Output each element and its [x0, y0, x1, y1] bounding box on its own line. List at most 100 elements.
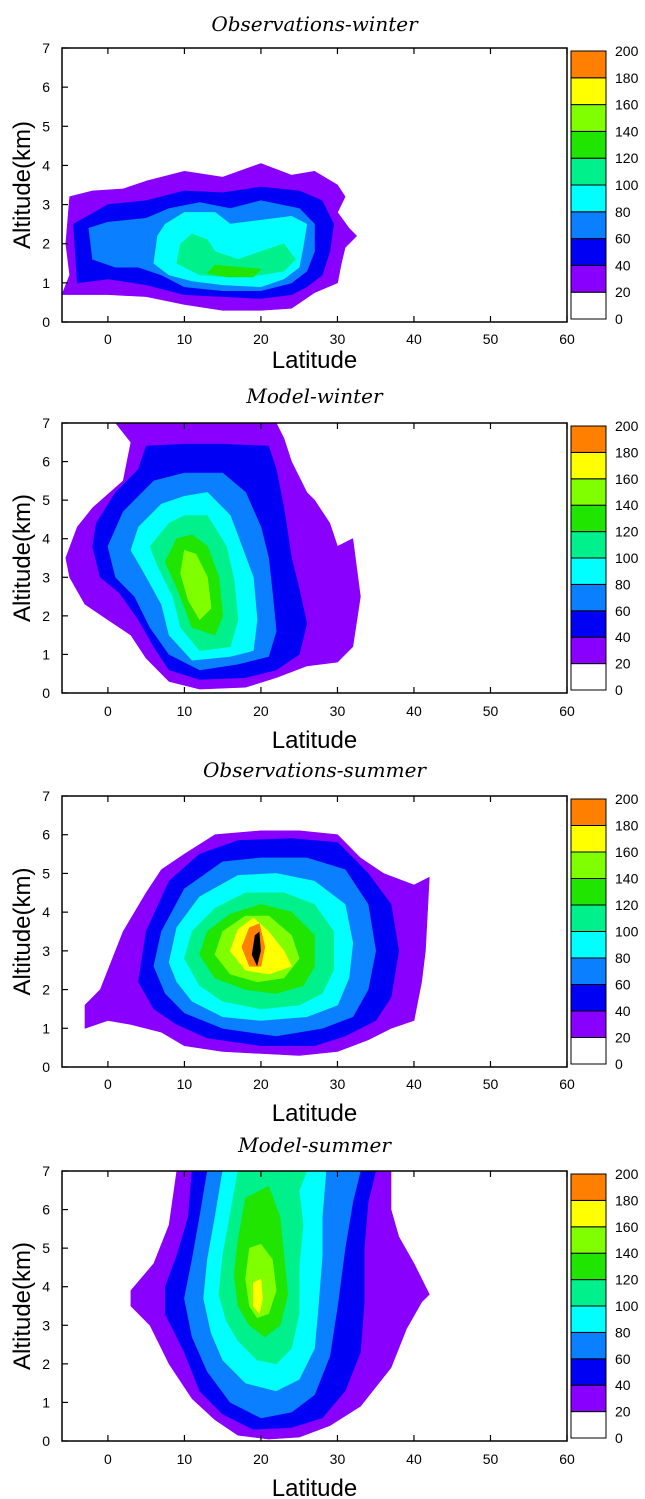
- x-tick-label: 50: [483, 703, 499, 719]
- x-tick-label: 40: [406, 1451, 422, 1467]
- colorbar-label: 120: [615, 897, 639, 913]
- x-tick-label: 0: [104, 703, 112, 719]
- colorbar-band: [570, 957, 607, 985]
- colorbar-label: 100: [615, 924, 639, 940]
- x-tick-label: 50: [483, 1076, 499, 1092]
- colorbar-label: 200: [615, 418, 639, 434]
- colorbar-band: [570, 825, 607, 853]
- colorbar-band: [570, 425, 607, 453]
- y-tick-label: 7: [42, 415, 50, 431]
- colorbar-label: 100: [615, 550, 639, 566]
- colorbar-label: 80: [615, 1324, 631, 1340]
- colorbar-band: [570, 104, 607, 132]
- colorbar-label: 80: [615, 576, 631, 592]
- colorbar-label: 100: [615, 1298, 639, 1314]
- colorbar-label: 120: [615, 524, 639, 540]
- x-axis-label: Latitude: [272, 347, 357, 374]
- colorbar-label: 160: [615, 471, 639, 487]
- x-tick-label: 60: [559, 331, 575, 347]
- colorbar-band: [570, 264, 607, 293]
- y-tick-label: 2: [42, 1356, 50, 1372]
- colorbar-band: [570, 904, 607, 932]
- y-tick-label: 1: [42, 646, 50, 662]
- x-tick-label: 20: [253, 1076, 269, 1092]
- y-tick-label: 7: [42, 40, 50, 56]
- colorbar-label: 60: [615, 977, 631, 993]
- colorbar-label: 180: [615, 444, 639, 460]
- colorbar-band: [570, 798, 607, 826]
- colorbar-label: 200: [615, 1166, 639, 1182]
- panel-model-summer: Model-summer 0 10 20 30 40 50 60 0 1 2 3 4 5 6 7 Latitud…: [9, 1133, 639, 1499]
- chart-title: Observations-winter: [211, 12, 419, 36]
- chart-title: Model-winter: [245, 384, 384, 408]
- y-tick-label: 1: [42, 1394, 50, 1410]
- colorbar-label: 60: [615, 231, 631, 247]
- y-tick-label: 7: [42, 1163, 50, 1179]
- colorbar-label: 160: [615, 844, 639, 860]
- x-tick-label: 30: [330, 331, 346, 347]
- x-tick-label: 10: [177, 1076, 193, 1092]
- colorbar-label: 80: [615, 950, 631, 966]
- y-tick-label: 5: [42, 492, 50, 508]
- colorbar-band: [570, 931, 607, 959]
- colorbar-band: [570, 504, 607, 533]
- colorbar-label: 180: [615, 1192, 639, 1208]
- x-tick-label: 30: [330, 1451, 346, 1467]
- colorbar-label: 140: [615, 1245, 639, 1261]
- y-tick-label: 2: [42, 982, 50, 998]
- y-tick-label: 1: [42, 1020, 50, 1036]
- y-tick-label: 1: [42, 275, 50, 291]
- colorbar-band: [570, 184, 607, 213]
- colorbar-label: 140: [615, 123, 639, 139]
- x-axis-label: Latitude: [272, 727, 357, 754]
- colorbar-band: [570, 1411, 607, 1439]
- x-tick-label: 60: [559, 1451, 575, 1467]
- colorbar-band: [570, 610, 607, 638]
- colorbar-label: 180: [615, 70, 639, 86]
- y-tick-label: 0: [42, 1433, 50, 1449]
- colorbar-label: 40: [615, 1003, 631, 1019]
- y-tick-label: 3: [42, 569, 50, 585]
- colorbar-band: [570, 1252, 607, 1281]
- contour-level-140: [180, 550, 212, 620]
- colorbar-label: 20: [615, 656, 631, 672]
- chart-title: Observations-summer: [203, 758, 427, 782]
- panel-observations-summer: Observations-summer 0 10 20 30 40 50 60 0 1 2 3 4 5 6 7…: [9, 758, 639, 1127]
- colorbar-band: [570, 157, 607, 186]
- y-tick-label: 2: [42, 608, 50, 624]
- colorbar-label: 80: [615, 204, 631, 220]
- colorbar-label: 160: [615, 97, 639, 113]
- x-tick-label: 50: [483, 331, 499, 347]
- contour-fill-group: [130, 1171, 430, 1440]
- colorbar-band: [570, 1010, 607, 1038]
- x-tick-label: 50: [483, 1451, 499, 1467]
- colorbar-label: 40: [615, 257, 631, 273]
- colorbar-label: 0: [615, 682, 623, 698]
- x-tick-label: 10: [177, 703, 193, 719]
- x-tick-label: 0: [104, 1451, 112, 1467]
- x-tick-label: 40: [406, 1076, 422, 1092]
- contour-level-120: [207, 264, 262, 278]
- colorbar-label: 60: [615, 603, 631, 619]
- colorbar-band: [570, 291, 607, 320]
- colorbar-label: 20: [615, 1030, 631, 1046]
- y-tick-label: 4: [42, 531, 50, 547]
- colorbar-label: 200: [615, 791, 639, 807]
- y-tick-label: 0: [42, 685, 50, 701]
- colorbar-label: 60: [615, 1351, 631, 1367]
- plot-frame: [61, 422, 568, 694]
- y-tick-label: 6: [42, 827, 50, 843]
- y-tick-label: 0: [42, 1059, 50, 1075]
- x-tick-label: 10: [177, 1451, 193, 1467]
- colorbar-band: [570, 583, 607, 612]
- colorbar-band: [570, 984, 607, 1012]
- panel-observations-winter: Observations-winter 0 10 20 30 40 50 60 0 1 2 3 4 5 6 7…: [9, 12, 639, 374]
- y-tick-label: 0: [42, 314, 50, 330]
- colorbar-label: 120: [615, 150, 639, 166]
- panel-model-winter: Model-winter 0 10 20 30 40 50 60 0 1 2 3 4 5 6 7 Latitud…: [9, 384, 639, 754]
- colorbar-band: [570, 636, 607, 665]
- y-axis-label: Altitude(km): [9, 867, 36, 995]
- y-tick-label: 3: [42, 197, 50, 213]
- x-tick-label: 60: [559, 703, 575, 719]
- y-axis-label: Altitude(km): [9, 1242, 36, 1370]
